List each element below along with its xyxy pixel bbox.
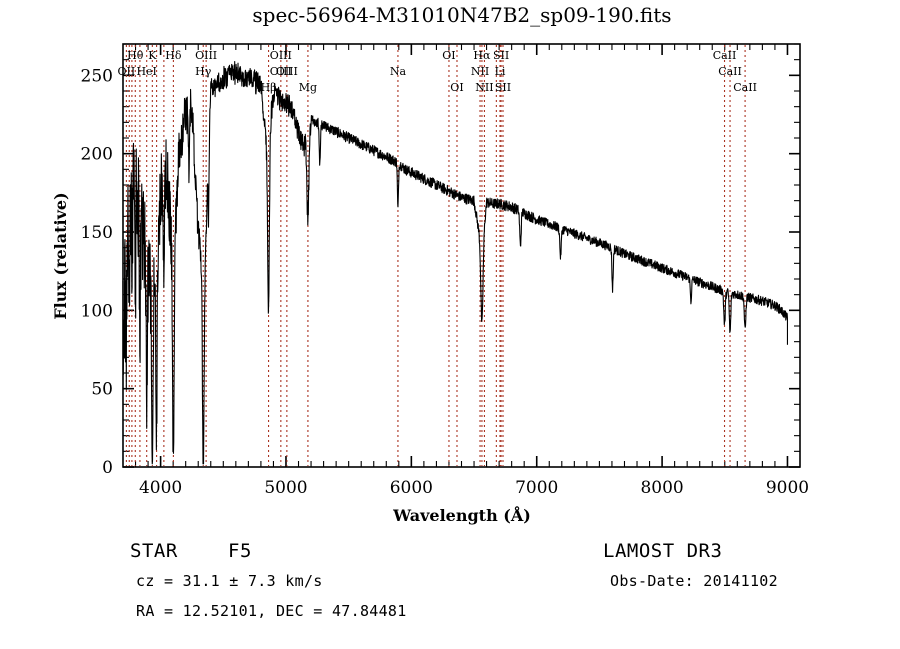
y-tick-label: 200 xyxy=(81,145,113,165)
redshift-velocity-label: cz = 31.1 ± 7.3 km/s xyxy=(136,572,323,590)
survey-label: LAMOST DR3 xyxy=(603,540,722,562)
x-tick-label: 9000 xyxy=(766,478,809,498)
spectral-line-label: K xyxy=(148,49,157,62)
spectral-line-label: OIII xyxy=(270,49,292,62)
spectral-type-label: F5 xyxy=(228,540,252,562)
spectral-line-label: OIII xyxy=(270,65,292,78)
spectral-line-label: Li xyxy=(495,65,506,78)
y-tick-label: 0 xyxy=(102,458,113,478)
spectral-line-label: NII xyxy=(471,65,489,78)
spectral-line-label: Na xyxy=(390,65,407,78)
y-tick-label: 50 xyxy=(91,380,113,400)
spectral-line-label: Mg xyxy=(299,81,317,94)
x-tick-label: 8000 xyxy=(640,478,683,498)
x-tick-labels: 4000 5000 6000 7000 8000 9000 xyxy=(139,478,809,498)
x-tick-label: 6000 xyxy=(390,478,433,498)
spectral-line-label: CaII xyxy=(713,49,737,62)
coordinates-label: RA = 12.52101, DEC = 47.84481 xyxy=(136,602,407,620)
spectral-line-label: SII xyxy=(495,81,511,94)
spectral-line-label: Hδ xyxy=(165,49,182,62)
x-tick-label: 5000 xyxy=(264,478,307,498)
x-axis-label: Wavelength (Å) xyxy=(392,504,531,525)
spectral-line-label: HeI xyxy=(136,65,156,78)
spectral-line-label: NII xyxy=(475,81,493,94)
plot-title: spec-56964-M31010N47B2_sp09-190.fits xyxy=(252,3,671,27)
spectral-line-label: CaII xyxy=(733,81,757,94)
spectral-line-label: CaII xyxy=(718,65,742,78)
y-tick-labels: 0 50 100 150 200 250 xyxy=(81,66,113,478)
y-tick-label: 100 xyxy=(81,301,113,321)
obs-date-label: Obs-Date: 20141102 xyxy=(610,572,778,590)
spectral-line-label: Hα xyxy=(473,49,491,62)
spectral-line-label: Hθ xyxy=(127,49,144,62)
spectral-line-label: OI xyxy=(450,81,463,94)
y-axis-label: Flux (relative) xyxy=(51,192,70,319)
spectral-line-label: OIII xyxy=(195,49,217,62)
object-class-label: STAR xyxy=(130,540,178,562)
spectral-line-label: OIII xyxy=(276,65,298,78)
spectral-line-label: OII xyxy=(118,65,136,78)
spectral-line-label: OI xyxy=(442,49,455,62)
y-tick-label: 150 xyxy=(81,223,113,243)
y-tick-label: 250 xyxy=(81,66,113,86)
spectral-line-label: Hβ xyxy=(261,81,277,94)
spectrum-trace xyxy=(122,61,789,465)
x-tick-label: 7000 xyxy=(515,478,558,498)
x-tick-label: 4000 xyxy=(139,478,182,498)
spectral-line-label: Hγ xyxy=(195,65,212,78)
spectrum-line xyxy=(122,61,788,465)
spectral-line-label: SII xyxy=(493,49,509,62)
